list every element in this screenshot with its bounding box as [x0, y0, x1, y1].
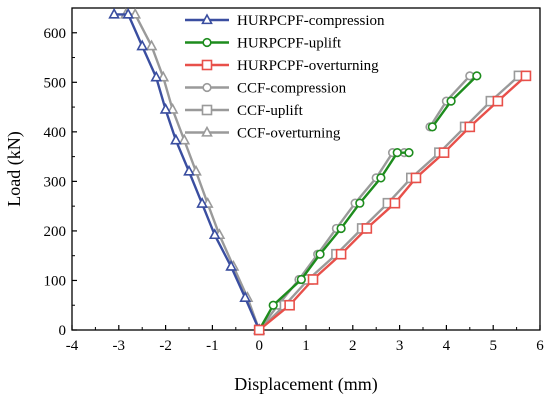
x-tick-label: 5 — [489, 338, 497, 354]
data-point — [108, 7, 120, 19]
legend-item: CCF-overturning — [185, 126, 341, 142]
data-point — [170, 133, 182, 145]
data-point — [446, 96, 456, 106]
legend-item: HURPCPF-compression — [185, 13, 385, 29]
data-point — [150, 70, 163, 82]
x-tick-label: 2 — [349, 338, 357, 354]
data-point — [157, 70, 170, 82]
x-tick-label: 3 — [396, 338, 404, 354]
data-point — [307, 274, 319, 285]
legend-marker — [201, 104, 213, 116]
data-point — [472, 71, 482, 81]
legend-item: HURPCPF-uplift — [185, 36, 342, 52]
data-point — [427, 122, 437, 132]
y-tick-label: 300 — [44, 174, 67, 190]
data-point — [404, 148, 414, 158]
series-1 — [254, 71, 482, 335]
x-tick-label: -3 — [113, 338, 126, 354]
legend-marker — [201, 13, 213, 25]
data-point — [145, 39, 158, 51]
data-point — [389, 197, 401, 209]
data-point — [190, 164, 202, 176]
y-tick-label: 500 — [44, 75, 67, 91]
data-point — [253, 324, 265, 336]
data-point — [315, 249, 325, 259]
data-point — [178, 133, 191, 145]
x-tick-label: -1 — [206, 338, 219, 354]
x-tick-label: 1 — [302, 338, 310, 354]
series-line — [125, 13, 261, 331]
y-tick-label: 600 — [44, 26, 67, 42]
series-line — [114, 13, 261, 331]
data-point — [196, 197, 208, 208]
legend: HURPCPF-compression HURPCPF-uplift HURPCPF… — [185, 13, 385, 142]
data-point — [438, 147, 450, 158]
y-axis-title: Load (kN) — [4, 131, 25, 206]
legend-marker — [201, 59, 213, 71]
y-tick-label: 0 — [59, 323, 67, 339]
legend-label: CCF-uplift — [237, 103, 304, 119]
data-point — [284, 299, 295, 311]
y-tick-label: 200 — [44, 224, 67, 240]
x-tick-label: -4 — [66, 338, 79, 354]
data-point — [492, 95, 504, 107]
x-tick-label: -2 — [159, 338, 172, 354]
data-point — [355, 198, 365, 208]
data-point — [376, 173, 386, 183]
series-layer — [108, 7, 532, 336]
data-point — [268, 300, 278, 310]
data-point — [159, 102, 172, 114]
x-tick-label: 4 — [443, 338, 451, 354]
data-point — [225, 259, 237, 271]
data-point — [129, 7, 142, 19]
y-tick-label: 100 — [44, 273, 67, 289]
data-point — [183, 164, 195, 176]
data-point — [392, 148, 402, 158]
data-point — [361, 223, 373, 234]
data-point — [336, 223, 346, 234]
data-point — [239, 291, 252, 302]
data-point — [122, 7, 135, 19]
data-point — [464, 121, 476, 133]
data-point — [520, 70, 532, 82]
legend-label: CCF-compression — [237, 81, 347, 97]
x-tick-label: 6 — [536, 338, 544, 354]
data-point — [166, 102, 179, 114]
legend-item: HURPCPF-overturning — [185, 58, 379, 74]
legend-marker — [201, 125, 213, 137]
legend-label: CCF-overturning — [237, 126, 341, 142]
legend-marker — [202, 37, 212, 48]
legend-label: HURPCPF-overturning — [237, 58, 379, 74]
data-point — [410, 172, 422, 184]
data-point — [296, 274, 306, 285]
legend-item: CCF-compression — [185, 81, 347, 97]
legend-label: HURPCPF-uplift — [237, 36, 342, 52]
y-tick-label: 400 — [44, 125, 67, 141]
x-tick-label: 0 — [255, 338, 263, 354]
data-point — [136, 39, 149, 51]
legend-label: HURPCPF-compression — [237, 13, 385, 29]
data-point — [335, 248, 347, 260]
x-axis-title: Displacement (mm) — [234, 374, 377, 395]
legend-item: CCF-uplift — [185, 103, 304, 119]
series-2 — [253, 70, 532, 336]
legend-marker — [202, 82, 212, 93]
data-point — [208, 228, 221, 240]
